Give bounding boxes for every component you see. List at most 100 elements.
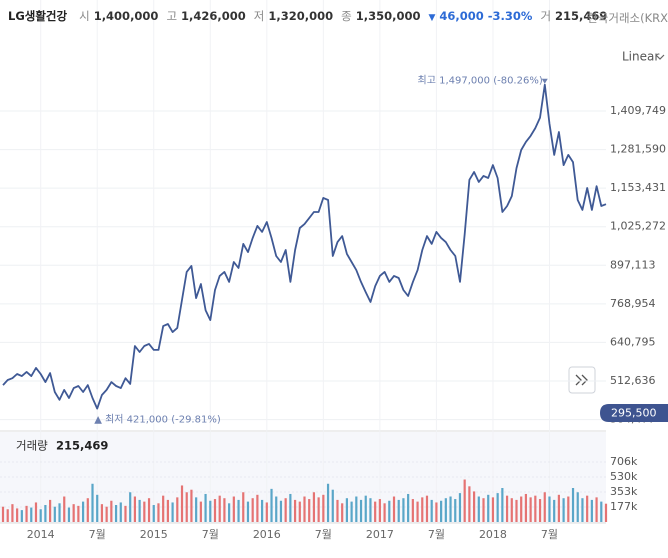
- volume-bar: [195, 497, 198, 522]
- stat-label: 시: [79, 9, 90, 23]
- volume-bar: [416, 501, 419, 522]
- volume-bar: [1, 506, 5, 522]
- y-tick-label: 1,025,272: [610, 220, 666, 233]
- volume-bar: [586, 495, 589, 522]
- volume-bar: [529, 497, 532, 522]
- volume-bar: [581, 498, 584, 522]
- volume-bar: [152, 505, 155, 522]
- volume-bar: [176, 497, 179, 522]
- volume-bar: [411, 499, 414, 522]
- volume-label: 거: [540, 9, 552, 23]
- volume-bar: [157, 503, 160, 522]
- header: LG생활건강 시 1,400,000 고 1,426,000 저 1,320,000 …: [8, 8, 611, 24]
- volume-bar: [114, 505, 118, 522]
- volume-bar: [520, 496, 523, 522]
- volume-bar: [482, 498, 485, 522]
- volume-bar: [261, 499, 264, 522]
- button-icon[interactable]: [575, 374, 588, 386]
- volume-value: 215,469: [555, 9, 608, 23]
- y-tick-label: 353k: [610, 485, 638, 498]
- volume-bar: [383, 503, 386, 522]
- y-tick-label: 706k: [610, 455, 638, 468]
- volume-bar: [279, 500, 283, 522]
- x-tick-label: 2015: [140, 528, 168, 541]
- volume-bar: [25, 505, 28, 522]
- stat-label: 고: [166, 9, 178, 23]
- volume-bar: [449, 496, 452, 522]
- change-amount: 46,000: [439, 9, 484, 23]
- volume-bar: [308, 499, 311, 522]
- volume-value: 215,469: [56, 439, 108, 453]
- y-tick-label: 640,795: [610, 335, 656, 348]
- volume-bar: [228, 503, 231, 522]
- volume-bar: [378, 499, 381, 522]
- volume-bar: [284, 498, 287, 522]
- volume-bar: [407, 493, 410, 522]
- volume-bar: [576, 492, 579, 522]
- price-line: [2, 83, 607, 410]
- y-tick-label: 512,636: [610, 374, 656, 387]
- x-tick-label: 2014: [27, 528, 55, 541]
- volume-bar: [223, 498, 226, 522]
- x-tick-label: 2016: [253, 528, 281, 541]
- volume-bar: [218, 495, 221, 522]
- volume-bar: [322, 494, 325, 522]
- volume-bar: [67, 507, 71, 522]
- x-tick-label: 7월: [428, 528, 445, 541]
- volume-bar: [317, 497, 320, 522]
- volume-bar: [34, 502, 38, 522]
- button-box[interactable]: [568, 366, 596, 394]
- volume-bar: [336, 499, 339, 522]
- volume-bar: [430, 499, 433, 522]
- volume-bar: [505, 495, 509, 522]
- volume-bar: [402, 498, 405, 522]
- volume-bar: [604, 503, 608, 522]
- volume-bar: [571, 488, 575, 522]
- volume-bar: [293, 499, 297, 522]
- volume-bar: [487, 494, 490, 522]
- volume-bar: [77, 505, 80, 522]
- volume-bar: [100, 504, 104, 522]
- volume-bar: [463, 479, 466, 522]
- volume-bar: [133, 496, 137, 522]
- volume-bar: [331, 489, 334, 522]
- volume-bar: [364, 495, 367, 522]
- volume-bar: [39, 509, 42, 522]
- volume-bar: [72, 504, 75, 522]
- volume-bar: [350, 501, 353, 522]
- scale-toggle[interactable]: Linear: [622, 50, 659, 64]
- volume-bar: [190, 489, 193, 522]
- stock-name: LG생활건강: [8, 9, 68, 23]
- volume-bar: [538, 499, 542, 522]
- volume-bar: [421, 497, 424, 522]
- volume-bar: [199, 501, 202, 522]
- volume-bar: [369, 498, 372, 522]
- volume-bar: [298, 501, 301, 522]
- volume-bar: [16, 508, 19, 522]
- x-tick-label: 7월: [541, 528, 558, 541]
- volume-bar: [119, 502, 122, 522]
- volume-bar: [86, 498, 89, 522]
- volume-bar: [444, 498, 447, 522]
- volume-bar: [392, 496, 396, 522]
- scale-chevron[interactable]: [655, 54, 665, 60]
- x-tick-label: 7월: [89, 528, 106, 541]
- volume-bar: [81, 501, 85, 522]
- volume-title: 거래량: [16, 439, 48, 453]
- y-tick-label: 530k: [610, 470, 638, 483]
- x-tick-label: 7월: [202, 528, 219, 541]
- stat-value: 1,426,000: [181, 9, 246, 23]
- y-tick-label: 1,281,590: [610, 143, 666, 156]
- volume-bar: [96, 494, 99, 522]
- volume-bar: [237, 499, 240, 522]
- volume-bar: [63, 496, 66, 522]
- volume-bar: [242, 492, 245, 522]
- volume-bar: [345, 498, 348, 522]
- volume-bar: [548, 496, 551, 522]
- y-tick-label: 1,153,431: [610, 181, 666, 194]
- expand-button[interactable]: [568, 366, 596, 394]
- volume-bar: [49, 499, 52, 522]
- volume-bar: [138, 499, 141, 522]
